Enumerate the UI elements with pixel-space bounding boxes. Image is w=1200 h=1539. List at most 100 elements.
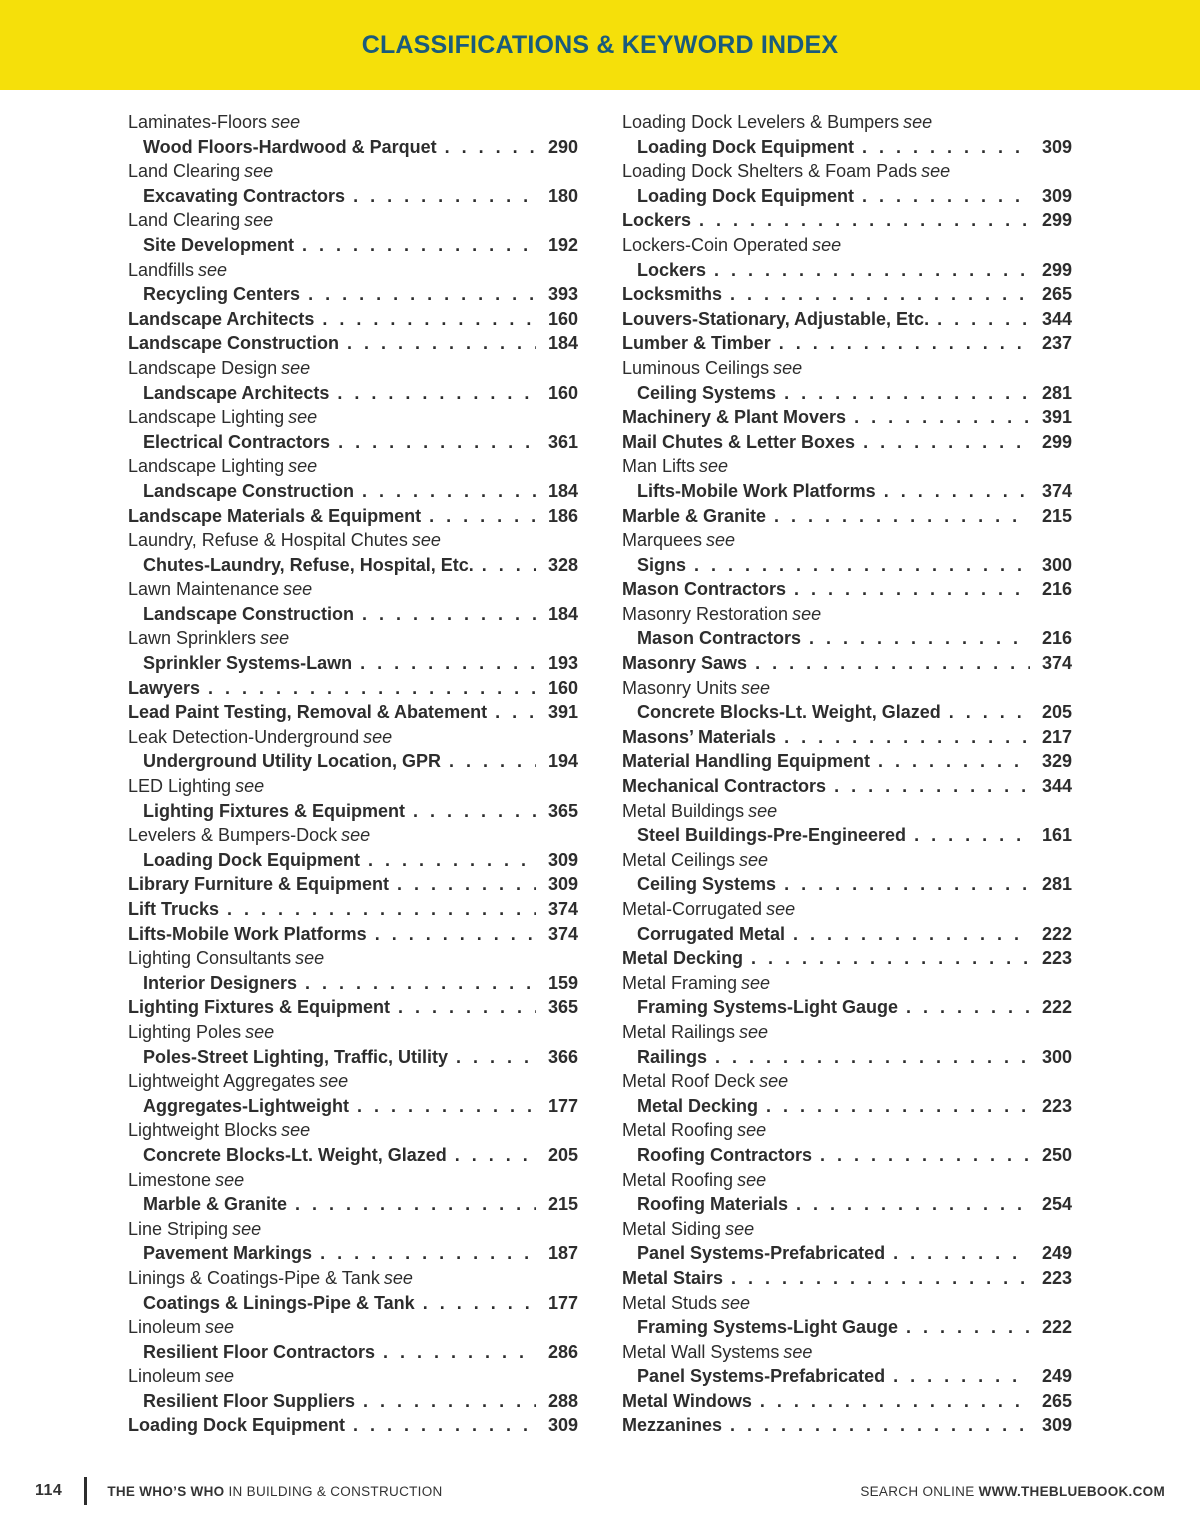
index-see-entry: Landfills see — [128, 258, 578, 283]
dot-leader — [730, 282, 1030, 307]
index-ref-entry: Concrete Blocks-Lt. Weight, Glazed 205 — [128, 1143, 578, 1168]
entry-label: Lockers-Coin Operated — [622, 234, 809, 255]
index-ref-entry: Steel Buildings-Pre-Engineered 161 — [622, 823, 1072, 848]
dot-leader — [429, 504, 536, 529]
entry-label: Metal Framing — [622, 972, 738, 993]
dot-leader — [383, 1340, 536, 1365]
entry-label: Lockers — [622, 210, 692, 231]
see-keyword: see — [737, 1169, 767, 1190]
entry-label: Landscape Architects — [128, 308, 315, 329]
see-keyword: see — [235, 776, 265, 797]
index-see-entry: Metal Studs see — [622, 1291, 1072, 1316]
index-ref-entry: Sprinkler Systems-Lawn 193 — [128, 651, 578, 676]
index-ref-entry: Corrugated Metal 222 — [622, 922, 1072, 947]
index-see-entry: Laminates-Floors see — [128, 110, 578, 135]
see-keyword: see — [260, 628, 290, 649]
index-see-entry: Levelers & Bumpers-Dock see — [128, 823, 578, 848]
index-entry: Masonry Saws 374 — [622, 651, 1072, 676]
index-ref-entry: Ceiling Systems 281 — [622, 872, 1072, 897]
index-ref-entry: Site Development 192 — [128, 233, 578, 258]
index-ref-entry: Coatings & Linings-Pipe & Tank 177 — [128, 1291, 578, 1316]
index-see-entry: Metal Roof Deck see — [622, 1069, 1072, 1094]
entry-page-number: 215 — [547, 1194, 578, 1215]
index-ref-entry: Electrical Contractors 361 — [128, 430, 578, 455]
entry-label: Machinery & Plant Movers — [622, 407, 847, 428]
entry-label: Loading Dock Equipment — [637, 136, 855, 157]
index-ref-entry: Pavement Markings 187 — [128, 1241, 578, 1266]
entry-page-number: 288 — [547, 1390, 578, 1411]
see-keyword: see — [198, 259, 228, 280]
entry-label: Landscape Construction — [128, 333, 340, 354]
index-entry: Louvers-Stationary, Adjustable, Etc. 344 — [622, 307, 1072, 332]
dot-leader — [320, 1241, 536, 1266]
entry-label: Metal Stairs — [622, 1267, 724, 1288]
entry-label: Lumber & Timber — [622, 333, 771, 354]
index-see-entry: Linoleum see — [128, 1315, 578, 1340]
see-keyword: see — [741, 972, 771, 993]
dot-leader — [854, 405, 1030, 430]
index-see-entry: Leak Detection-Underground see — [128, 725, 578, 750]
index-ref-entry: Framing Systems-Light Gauge 222 — [622, 995, 1072, 1020]
dot-leader — [863, 430, 1030, 455]
see-keyword: see — [699, 456, 729, 477]
entry-label: Metal Windows — [622, 1390, 752, 1411]
entry-page-number: 193 — [547, 653, 578, 674]
dot-leader — [449, 749, 536, 774]
entry-label: Underground Utility Location, GPR — [143, 751, 441, 772]
entry-label: Ceiling Systems — [637, 874, 777, 895]
dot-leader — [337, 381, 536, 406]
entry-page-number: 187 — [547, 1243, 578, 1264]
entry-page-number: 328 — [547, 554, 578, 575]
index-ref-entry: Landscape Construction 184 — [128, 479, 578, 504]
index-entry: Metal Stairs 223 — [622, 1266, 1072, 1291]
page-header-band: CLASSIFICATIONS & KEYWORD INDEX — [0, 0, 1200, 90]
index-entry: Marble & Granite 215 — [622, 504, 1072, 529]
footer-search-label: SEARCH ONLINE — [860, 1483, 979, 1499]
entry-label: Recycling Centers — [143, 284, 301, 305]
index-see-entry: Lightweight Blocks see — [128, 1118, 578, 1143]
see-keyword: see — [281, 357, 311, 378]
index-entry: Landscape Construction 184 — [128, 331, 578, 356]
index-ref-entry: Ceiling Systems 281 — [622, 381, 1072, 406]
see-keyword: see — [773, 357, 803, 378]
entry-page-number: 391 — [547, 702, 578, 723]
index-see-entry: Limestone see — [128, 1168, 578, 1193]
index-see-entry: Line Striping see — [128, 1217, 578, 1242]
entry-label: Landscape Construction — [143, 603, 355, 624]
entry-page-number: 309 — [1041, 1415, 1072, 1436]
index-see-entry: Lighting Consultants see — [128, 946, 578, 971]
entry-label: Corrugated Metal — [637, 923, 786, 944]
entry-label: Loading Dock Equipment — [637, 185, 855, 206]
entry-label: Coatings & Linings-Pipe & Tank — [143, 1292, 415, 1313]
index-ref-entry: Landscape Architects 160 — [128, 381, 578, 406]
page-title: CLASSIFICATIONS & KEYWORD INDEX — [361, 30, 839, 59]
index-ref-entry: Signs 300 — [622, 553, 1072, 578]
dot-leader — [362, 479, 536, 504]
index-see-entry: Masonry Units see — [622, 676, 1072, 701]
entry-page-number: 184 — [547, 603, 578, 624]
entry-label: Steel Buildings-Pre-Engineered — [637, 825, 907, 846]
dot-leader — [862, 135, 1030, 160]
see-keyword: see — [921, 161, 951, 182]
entry-label: Resilient Floor Suppliers — [143, 1390, 356, 1411]
page-number: 114 — [35, 1482, 63, 1499]
dot-leader — [796, 1192, 1030, 1217]
see-keyword: see — [411, 530, 441, 551]
entry-page-number: 205 — [547, 1144, 578, 1165]
dot-leader — [784, 725, 1030, 750]
index-see-entry: Metal Roofing see — [622, 1168, 1072, 1193]
dot-leader — [779, 331, 1030, 356]
dot-leader — [456, 1045, 536, 1070]
entry-page-number: 365 — [547, 997, 578, 1018]
entry-label: Sprinkler Systems-Lawn — [143, 653, 353, 674]
see-keyword: see — [706, 530, 736, 551]
entry-label: Mezzanines — [622, 1415, 723, 1436]
entry-page-number: 177 — [547, 1292, 578, 1313]
entry-page-number: 299 — [1041, 259, 1072, 280]
dot-leader — [455, 1143, 536, 1168]
index-see-entry: Metal Siding see — [622, 1217, 1072, 1242]
entry-page-number: 205 — [1041, 702, 1072, 723]
entry-page-number: 249 — [1041, 1366, 1072, 1387]
index-see-entry: Metal Railings see — [622, 1020, 1072, 1045]
entry-page-number: 161 — [1041, 825, 1072, 846]
